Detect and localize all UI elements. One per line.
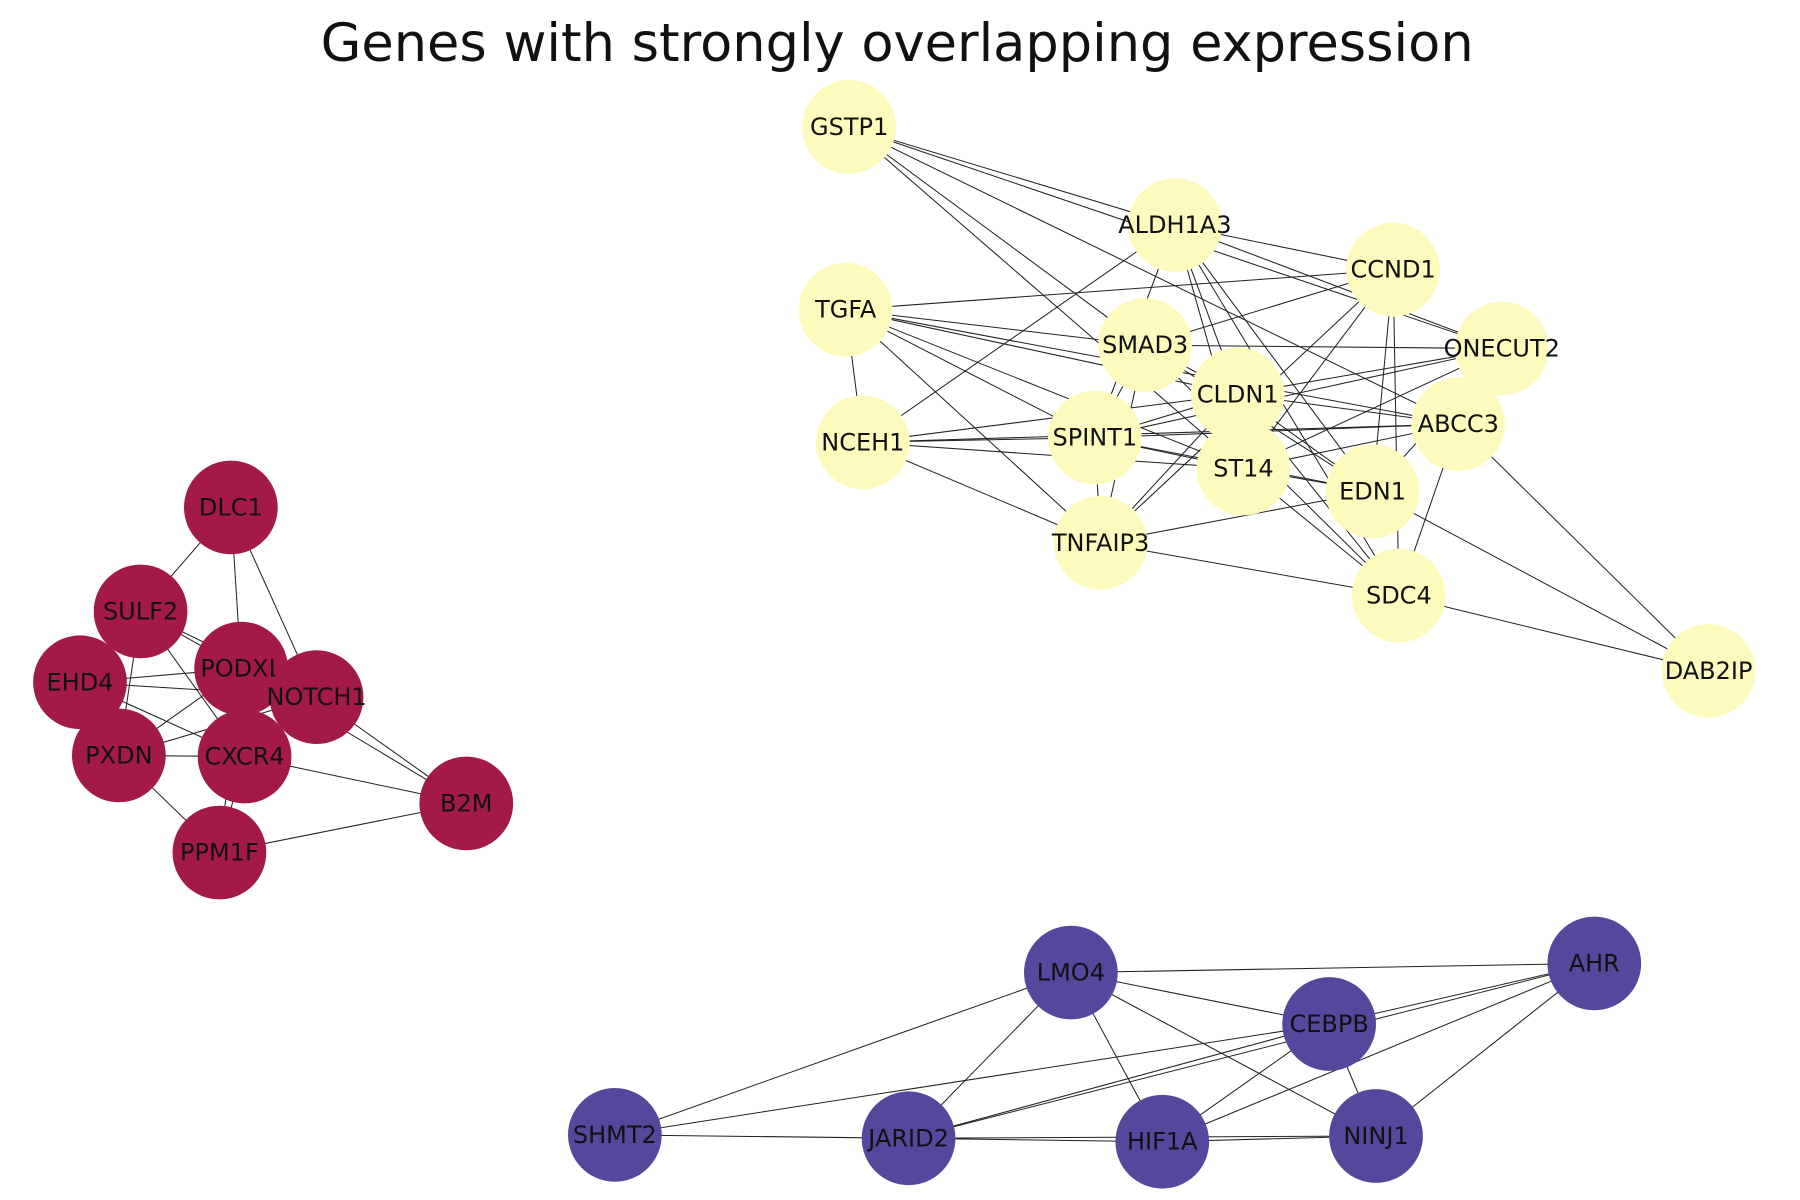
node [33, 635, 127, 730]
node [861, 1091, 956, 1186]
edge [1174, 224, 1373, 492]
edge [1392, 269, 1400, 596]
node [816, 395, 910, 490]
edge [848, 126, 1459, 425]
node [1329, 1089, 1423, 1183]
node-label: NINJ1 [1343, 1122, 1408, 1150]
node [1196, 421, 1291, 516]
edge [1372, 490, 1709, 672]
node-label: NCEH1 [821, 428, 904, 456]
node-label: ALDH1A3 [1118, 211, 1231, 239]
node-label: CLDN1 [1197, 380, 1279, 408]
edge [845, 309, 1146, 346]
edge [1100, 542, 1399, 596]
node [802, 80, 896, 174]
node-label: JARID2 [866, 1124, 949, 1152]
node [568, 1088, 662, 1182]
node [1048, 390, 1142, 485]
node [194, 621, 288, 716]
node-label: SMAD3 [1102, 331, 1188, 359]
edge [1398, 594, 1709, 672]
node-label: PPM1F [180, 839, 259, 867]
edge [848, 126, 1176, 226]
node-label: AHR [1569, 949, 1620, 977]
edge [1070, 962, 1595, 974]
node-label: CXCR4 [204, 743, 284, 771]
node [1098, 298, 1192, 392]
node-label: B2M [440, 789, 492, 817]
node [1352, 548, 1446, 643]
node-label: HIF1A [1127, 1128, 1198, 1156]
edge [614, 1134, 909, 1139]
node [269, 650, 364, 744]
edge [1243, 348, 1502, 470]
node-label: ST14 [1213, 455, 1273, 483]
edge [908, 1023, 1330, 1139]
node-label: ONECUT2 [1444, 335, 1560, 363]
node-label: SHMT2 [573, 1121, 657, 1149]
node [1128, 178, 1222, 272]
edge [848, 126, 1146, 346]
node [1454, 301, 1549, 396]
edge [1162, 962, 1595, 1143]
node-label: SDC4 [1366, 581, 1432, 609]
edges [79, 126, 1709, 1143]
edge [848, 126, 1244, 469]
node [197, 709, 292, 804]
node-label: SPINT1 [1053, 424, 1138, 452]
edge [862, 393, 1238, 443]
edge [845, 309, 1101, 544]
node [1024, 925, 1118, 1020]
node-label: TNFAIP3 [1051, 529, 1149, 557]
edge [1457, 423, 1709, 672]
node-label: ABCC3 [1418, 410, 1499, 438]
node-label: PODXL [200, 655, 282, 683]
edge [1070, 972, 1377, 1137]
node [1190, 347, 1285, 442]
edge [908, 962, 1595, 1139]
node [419, 756, 514, 851]
node-label: GSTP1 [810, 113, 888, 141]
node [1547, 916, 1642, 1011]
edge [1145, 344, 1502, 350]
node [1115, 1094, 1210, 1189]
edge [862, 224, 1176, 443]
diagram-title: Genes with strongly overlapping expressi… [321, 13, 1474, 74]
node-label: CCND1 [1351, 256, 1436, 284]
edge [1094, 348, 1502, 439]
node-label: NOTCH1 [266, 683, 366, 711]
node [798, 262, 893, 357]
node [1282, 977, 1376, 1071]
node-label: DAB2IP [1665, 657, 1753, 685]
edge [614, 1023, 1330, 1136]
node-label: PXDN [85, 741, 152, 769]
node [1325, 444, 1420, 539]
node [1411, 377, 1506, 471]
node-label: EHD4 [47, 668, 114, 696]
node-label: DLC1 [199, 493, 263, 521]
node [184, 460, 278, 555]
node [1053, 496, 1148, 590]
edge [862, 423, 1459, 443]
node-label: EDN1 [1339, 477, 1406, 505]
node-label: SULF2 [103, 597, 178, 625]
edge [845, 309, 1244, 470]
node [72, 708, 166, 803]
node-label: CEBPB [1289, 1010, 1368, 1038]
node-label: LMO4 [1037, 959, 1105, 987]
node [93, 564, 188, 659]
node-label: TGFA [814, 296, 877, 324]
node [172, 805, 267, 900]
edge [845, 269, 1394, 311]
edge [614, 972, 1072, 1136]
node [1661, 624, 1756, 718]
node [1346, 222, 1440, 317]
nodes: GSTP1 ALDH1A3 CCND1 TGFA SMAD3 ONECUT2 CLDN1 AB… [33, 80, 1756, 1189]
